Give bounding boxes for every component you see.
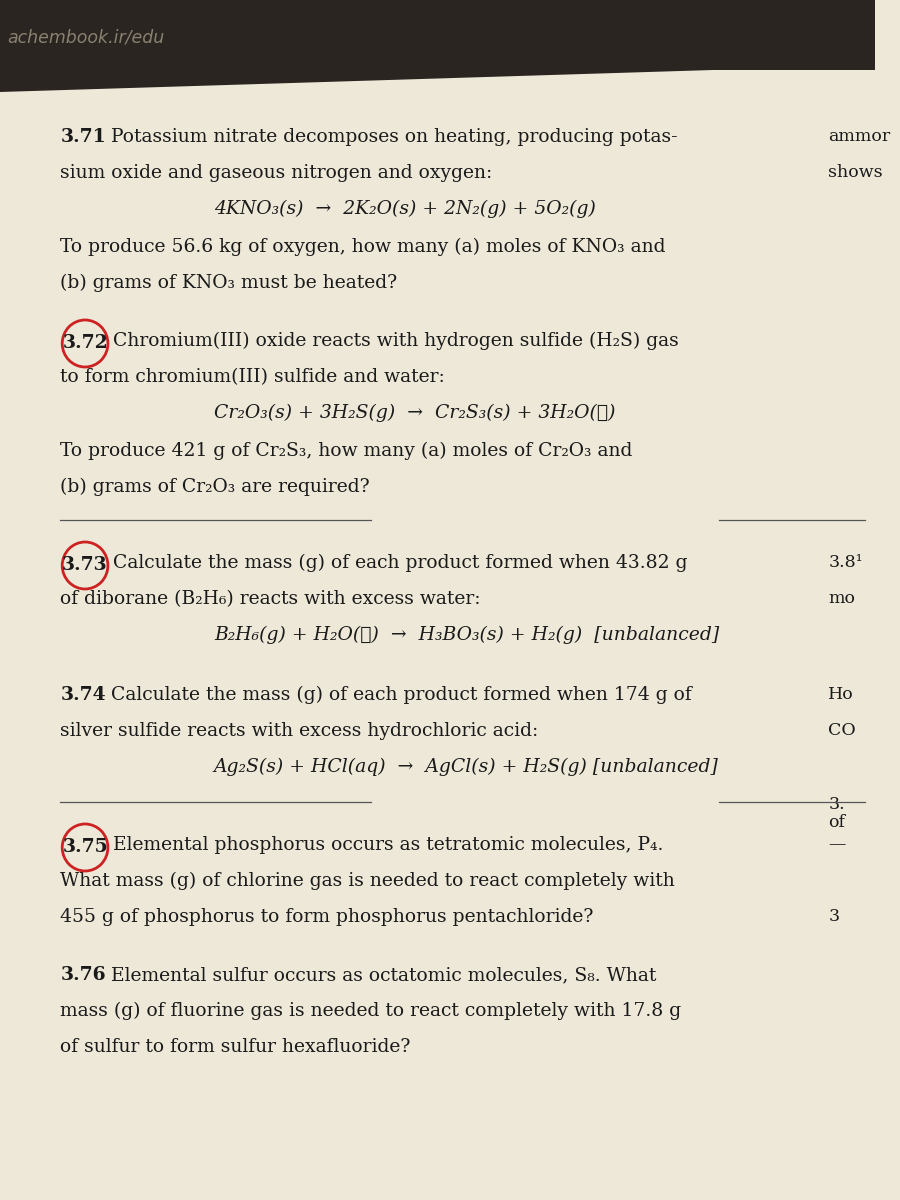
Text: B₂H₆(g) + H₂O(ℓ)  →  H₃BO₃(s) + H₂(g)  [unbalanced]: B₂H₆(g) + H₂O(ℓ) → H₃BO₃(s) + H₂(g) [unb… — [214, 626, 719, 644]
Text: 3.71: 3.71 — [60, 128, 106, 146]
Text: Elemental sulfur occurs as octatomic molecules, S₈. What: Elemental sulfur occurs as octatomic mol… — [112, 966, 657, 984]
Text: Ag₂S(s) + HCl(aq)  →  AgCl(s) + H₂S(g) [unbalanced]: Ag₂S(s) + HCl(aq) → AgCl(s) + H₂S(g) [un… — [214, 758, 719, 776]
Text: CO: CO — [828, 722, 856, 739]
Text: 4KNO₃(s)  →  2K₂O(s) + 2N₂(g) + 5O₂(g): 4KNO₃(s) → 2K₂O(s) + 2N₂(g) + 5O₂(g) — [214, 200, 596, 218]
Text: 3.73: 3.73 — [62, 557, 108, 575]
Text: achembook.ir/edu: achembook.ir/edu — [8, 29, 165, 47]
Text: of diborane (B₂H₆) reacts with excess water:: of diborane (B₂H₆) reacts with excess wa… — [60, 590, 481, 608]
Text: of: of — [828, 814, 845, 830]
Text: Potassium nitrate decomposes on heating, producing potas-: Potassium nitrate decomposes on heating,… — [112, 128, 678, 146]
Text: To produce 421 g of Cr₂S₃, how many (a) moles of Cr₂O₃ and: To produce 421 g of Cr₂S₃, how many (a) … — [60, 442, 633, 461]
Text: mass (g) of fluorine gas is needed to react completely with 17.8 g: mass (g) of fluorine gas is needed to re… — [60, 1002, 681, 1020]
Text: of sulfur to form sulfur hexafluoride?: of sulfur to form sulfur hexafluoride? — [60, 1038, 410, 1056]
Text: 3.8¹: 3.8¹ — [828, 554, 863, 571]
Text: 3: 3 — [828, 908, 840, 925]
Text: 3.72: 3.72 — [62, 335, 108, 353]
Text: What mass (g) of chlorine gas is needed to react completely with: What mass (g) of chlorine gas is needed … — [60, 872, 675, 890]
Text: sium oxide and gaseous nitrogen and oxygen:: sium oxide and gaseous nitrogen and oxyg… — [60, 164, 492, 182]
Polygon shape — [0, 65, 875, 92]
Text: 3.74: 3.74 — [60, 686, 106, 704]
Text: Calculate the mass (g) of each product formed when 174 g of: Calculate the mass (g) of each product f… — [112, 686, 692, 704]
Text: 455 g of phosphorus to form phosphorus pentachloride?: 455 g of phosphorus to form phosphorus p… — [60, 908, 594, 926]
Text: ammor: ammor — [828, 128, 890, 145]
Text: 3.: 3. — [828, 796, 845, 812]
Text: mo: mo — [828, 590, 855, 607]
Text: 3.76: 3.76 — [60, 966, 106, 984]
Text: shows: shows — [828, 164, 883, 181]
Text: Calculate the mass (g) of each product formed when 43.82 g: Calculate the mass (g) of each product f… — [113, 554, 688, 572]
Text: to form chromium(III) sulfide and water:: to form chromium(III) sulfide and water: — [60, 368, 445, 386]
Text: Ho: Ho — [828, 686, 854, 703]
Text: Cr₂O₃(s) + 3H₂S(g)  →  Cr₂S₃(s) + 3H₂O(ℓ): Cr₂O₃(s) + 3H₂S(g) → Cr₂S₃(s) + 3H₂O(ℓ) — [214, 404, 616, 422]
Text: To produce 56.6 kg of oxygen, how many (a) moles of KNO₃ and: To produce 56.6 kg of oxygen, how many (… — [60, 238, 666, 257]
Text: Elemental phosphorus occurs as tetratomic molecules, P₄.: Elemental phosphorus occurs as tetratomi… — [113, 836, 663, 854]
Text: —: — — [828, 836, 846, 853]
Text: (b) grams of Cr₂O₃ are required?: (b) grams of Cr₂O₃ are required? — [60, 478, 370, 497]
Polygon shape — [0, 0, 875, 70]
Text: Chromium(III) oxide reacts with hydrogen sulfide (H₂S) gas: Chromium(III) oxide reacts with hydrogen… — [113, 332, 679, 350]
Text: silver sulfide reacts with excess hydrochloric acid:: silver sulfide reacts with excess hydroc… — [60, 722, 538, 740]
Text: 3.75: 3.75 — [62, 839, 108, 857]
Text: (b) grams of KNO₃ must be heated?: (b) grams of KNO₃ must be heated? — [60, 274, 398, 293]
